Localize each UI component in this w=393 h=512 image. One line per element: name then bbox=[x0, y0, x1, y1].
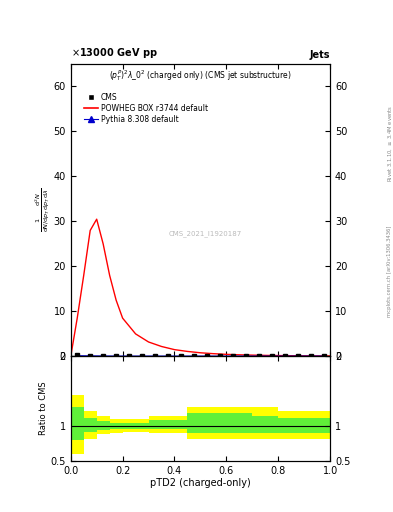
Text: CMS_2021_I1920187: CMS_2021_I1920187 bbox=[169, 230, 242, 237]
Y-axis label: Ratio to CMS: Ratio to CMS bbox=[39, 382, 48, 435]
Text: $\times$13000 GeV pp: $\times$13000 GeV pp bbox=[71, 46, 157, 60]
X-axis label: pTD2 (charged-only): pTD2 (charged-only) bbox=[150, 478, 251, 488]
Text: $(p_T^P)^2\lambda\_0^2$ (charged only) (CMS jet substructure): $(p_T^P)^2\lambda\_0^2$ (charged only) (… bbox=[109, 69, 292, 83]
Legend: CMS, POWHEG BOX r3744 default, Pythia 8.308 default: CMS, POWHEG BOX r3744 default, Pythia 8.… bbox=[83, 91, 209, 125]
Text: Rivet 3.1.10, $\geq$ 3.4M events: Rivet 3.1.10, $\geq$ 3.4M events bbox=[386, 105, 393, 182]
Y-axis label: $\frac{1}{\mathrm{d}N/\mathrm{d}p_T}\frac{\mathrm{d}^2N}{\mathrm{d}p_T\,\mathrm{: $\frac{1}{\mathrm{d}N/\mathrm{d}p_T}\fra… bbox=[34, 188, 52, 232]
Text: Jets: Jets bbox=[310, 50, 330, 60]
Text: mcplots.cern.ch [arXiv:1306.3436]: mcplots.cern.ch [arXiv:1306.3436] bbox=[387, 226, 392, 317]
